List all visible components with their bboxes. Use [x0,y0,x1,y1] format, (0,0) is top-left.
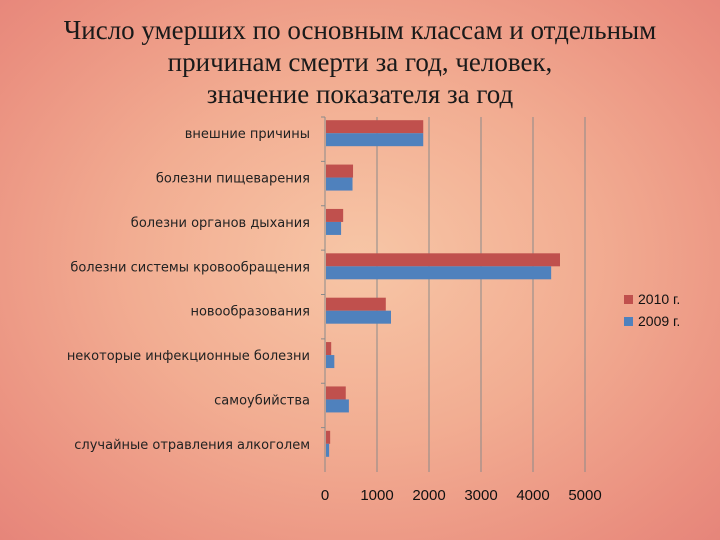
legend-label-2009: 2009 г. [638,313,681,329]
bar-2010 [326,430,331,444]
bar-2009 [326,443,330,457]
legend-swatch-2010 [624,294,633,304]
bar-2009 [326,355,335,369]
bar-2010 [326,164,354,178]
x-tick-label: 5000 [568,487,601,504]
legend-swatch-2009 [624,316,633,326]
bar-2010 [326,120,424,134]
category-label: болезни пищеварения [156,172,310,187]
x-tick-label: 3000 [464,487,497,504]
bar-2009 [326,399,349,413]
x-tick-label: 1000 [360,487,393,504]
bar-2010 [326,253,560,267]
legend: 2010 г. 2009 г. [624,288,680,332]
category-label: болезни системы кровообращения [70,260,310,275]
bar-2009 [326,266,552,280]
x-tick-label: 2000 [412,487,445,504]
bar-2009 [326,133,424,147]
bar-2010 [326,297,386,311]
chart-title-line-3: значение показателя за год [206,79,514,109]
chart-title-line-2: причинам смерти за год, человек, [167,47,553,77]
chart-title: Число умерших по основным классам и отде… [20,14,700,110]
category-label: самоубийства [214,393,310,408]
category-label: случайные отравления алкоголем [74,438,310,453]
bar-2010 [326,386,346,400]
category-label: новообразования [190,305,310,320]
bar-2010 [326,208,344,222]
bar-2009 [326,177,353,191]
x-tick-label: 0 [321,487,329,504]
bar-2009 [326,310,391,324]
category-label: некоторые инфекционные болезни [67,349,310,364]
legend-item-2009: 2009 г. [624,310,680,332]
x-tick-label: 4000 [516,487,549,504]
category-label: болезни органов дыхания [131,216,310,231]
legend-label-2010: 2010 г. [638,291,681,307]
legend-item-2010: 2010 г. [624,288,680,310]
bar-2009 [326,221,342,235]
chart-title-line-1: Число умерших по основным классам и отде… [63,15,657,45]
category-label: внешние причины [185,127,310,142]
bar-2010 [326,342,332,356]
